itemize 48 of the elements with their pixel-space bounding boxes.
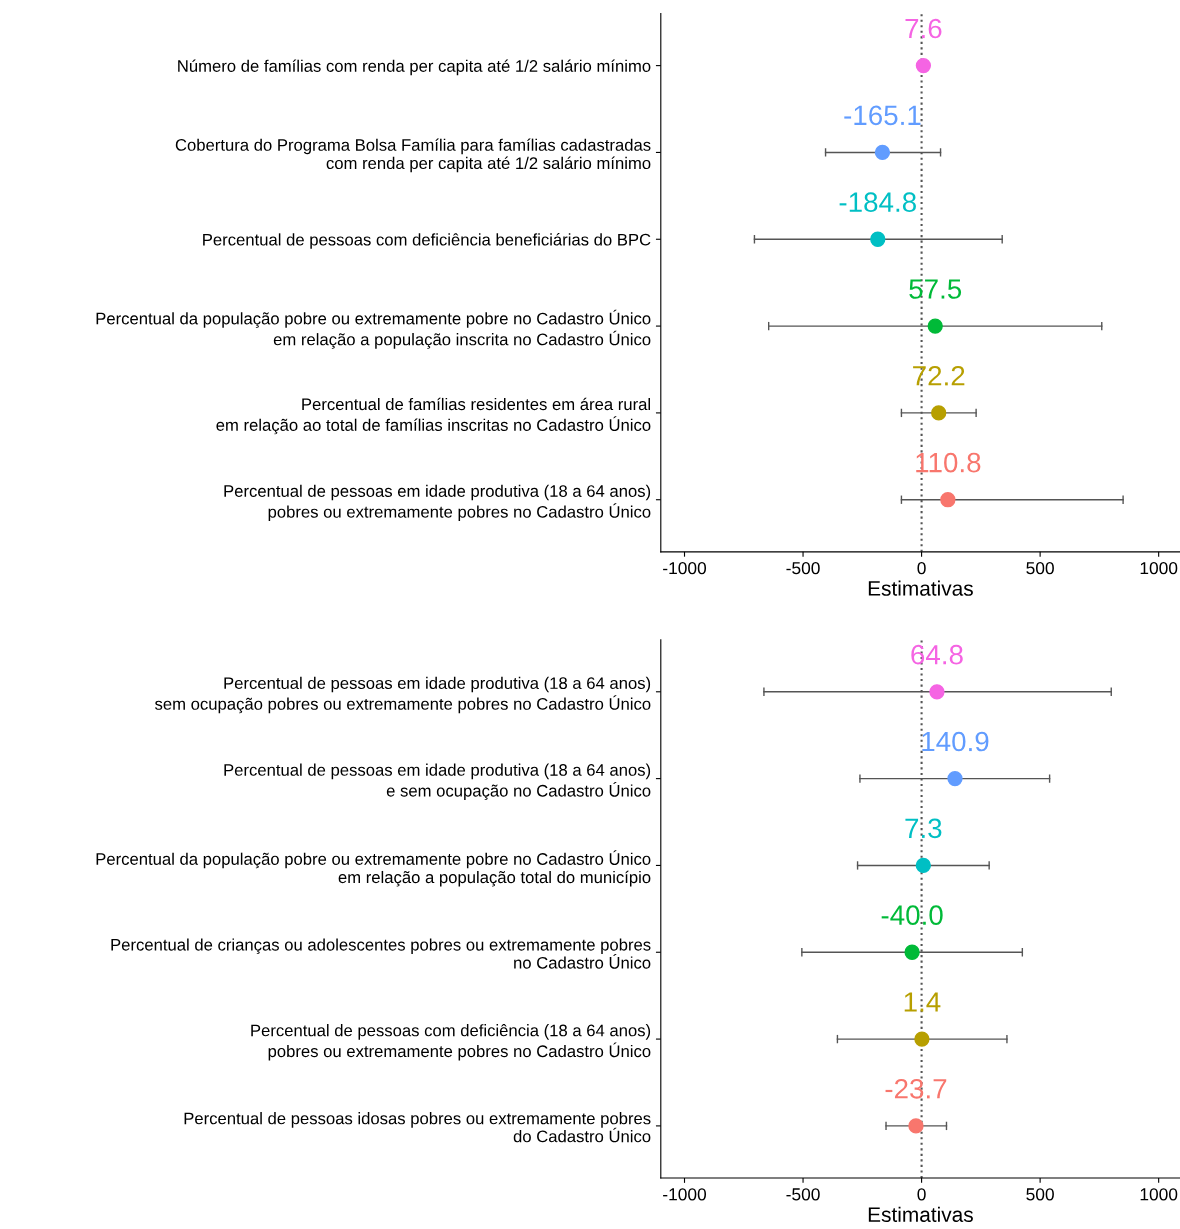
y-tick-label: Percentual de pessoas idosas pobres ou extremamente pobres do Cadastro Único [184,1112,651,1143]
point [914,1031,930,1047]
y-tick-label: Percentual de crianças ou adolescentes pobres ou extremamente pobres no Cadastro Único [111,938,651,969]
y-tick-label: Cobertura do Programa Bolsa Família para famílias cadastradas com renda per capita até 1/2 salário mínimo [175,138,651,173]
y-tick-label: Percentual da população pobre ou extremamente pobre no Cadastro Único em relação a população total do município [96,850,651,887]
point [904,944,920,960]
x-axis-title: Estimativas [868,580,973,596]
point [915,57,932,74]
data-label: 7.3 [905,818,942,839]
point [940,492,956,508]
x-tick-label: -1000 [663,1188,707,1201]
x-tick-label: -1000 [663,562,707,575]
point [929,684,945,700]
point [874,144,891,161]
data-label: 72.2 [913,365,965,386]
x-tick-label: -500 [786,562,820,575]
data-label: 64.8 [911,644,963,665]
x-tick-label: 1000 [1140,562,1178,575]
y-tick-label: Número de famílias com renda per capita até 1/2 salário mínimo [178,59,651,76]
data-label: 140.9 [922,731,989,752]
data-label: -23.7 [885,1078,947,1099]
x-tick-label: 0 [917,1188,926,1201]
x-tick-label: 500 [1026,1188,1054,1201]
x-tick-label: 0 [917,562,926,575]
data-label: -165.1 [844,105,921,126]
y-tick-label: Percentual de pessoas com deficiência beneficiárias do BPC [203,233,651,249]
y-tick-label: Percentual de pessoas em idade produtiva (18 a 64 anos) pobres ou extremamente pobres no Cadastro Único [224,484,651,522]
x-axis-title: Estimativas [868,1206,973,1222]
point [927,318,943,334]
point [870,231,886,247]
data-label: 7.6 [905,18,942,39]
point [915,857,931,874]
y-tick-label: Percentual da população pobre ou extremamente pobre no Cadastro Único em relação a população inscrita no Cadastro Único [96,309,651,349]
y-tick-label: Percentual de famílias residentes em área rural em relação ao total de famílias inscritas no Cadastro Único [216,397,651,435]
x-tick-label: 1000 [1140,1188,1178,1201]
data-label: -40.0 [881,905,943,925]
y-tick-label: Percentual de pessoas em idade produtiva (18 a 64 anos) e sem ocupação no Cadastro Único [224,763,651,801]
point [908,1118,924,1134]
x-tick-label: -500 [786,1188,820,1201]
data-label: -184.8 [839,192,916,212]
data-label: 57.5 [909,279,962,299]
y-tick-label: Percentual de pessoas com deficiência (18 a 64 anos) pobres ou extremamente pobres no Cadastro Único [251,1024,651,1061]
data-label: 1.4 [904,992,941,1012]
data-label: 110.8 [916,452,981,473]
point [947,770,963,787]
x-tick-label: 500 [1026,562,1054,575]
y-tick-label: Percentual de pessoas em idade produtiva (18 a 64 anos) sem ocupação pobres ou extremamente pobres no Cadastro Único [155,676,651,714]
point [931,405,947,421]
